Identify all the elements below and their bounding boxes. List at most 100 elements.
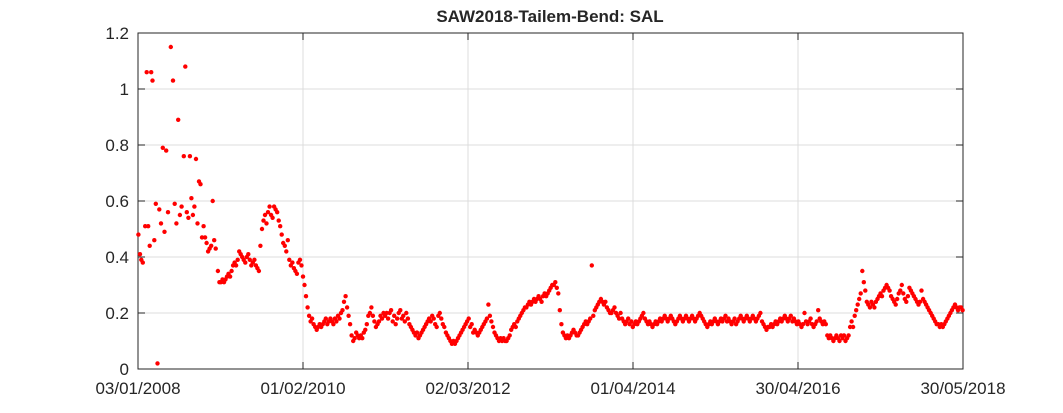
data-point [262, 212, 268, 218]
data-point [439, 316, 444, 321]
data-point [152, 238, 157, 243]
data-point [486, 302, 491, 307]
data-point [243, 260, 248, 265]
data-point [199, 235, 205, 240]
data-point [198, 182, 203, 187]
data-point [165, 210, 171, 215]
data-point [800, 322, 806, 327]
x-tick-label: 02/03/2012 [425, 379, 510, 398]
data-point [306, 313, 312, 318]
data-point [150, 78, 155, 83]
x-tick-label: 30/04/2016 [755, 379, 840, 398]
y-tick-label: 0.4 [105, 248, 129, 267]
data-point [276, 218, 281, 223]
data-point [723, 313, 728, 318]
data-point [390, 319, 395, 324]
data-point [629, 319, 634, 324]
y-tick-label: 0.6 [105, 192, 129, 211]
data-point [893, 302, 898, 307]
data-point [434, 324, 439, 330]
data-point [258, 243, 263, 248]
data-point [189, 196, 194, 201]
data-point [905, 294, 911, 299]
data-point [401, 313, 406, 318]
data-point [823, 322, 828, 327]
data-point [309, 316, 315, 321]
data-point [360, 336, 365, 341]
data-point [176, 117, 181, 123]
data-point [901, 291, 906, 296]
data-point [337, 316, 342, 321]
data-point [247, 257, 252, 262]
data-point [183, 64, 188, 69]
data-point [860, 268, 865, 274]
data-point [816, 308, 821, 313]
data-point [841, 333, 847, 338]
data-point [331, 322, 336, 327]
data-point [202, 235, 208, 240]
data-point [557, 308, 562, 313]
data-point [369, 305, 374, 310]
x-axis-ticks: 03/01/2008 01/02/2010 02/03/2012 01/04/2014… [95, 33, 1006, 398]
data-point [428, 319, 433, 324]
y-tick-label: 1.2 [105, 24, 129, 43]
data-point [858, 291, 863, 296]
data-point [603, 299, 608, 304]
data-point [303, 294, 309, 299]
y-tick-label: 1 [120, 80, 129, 99]
data-point [267, 204, 272, 209]
data-point [229, 268, 234, 274]
data-point [340, 308, 345, 313]
data-point [144, 70, 149, 75]
data-point [193, 156, 199, 162]
data-point [379, 316, 385, 321]
data-point [149, 70, 154, 75]
data-point [539, 299, 544, 304]
data-point [302, 282, 307, 288]
data-point [323, 316, 328, 321]
data-point [872, 305, 877, 310]
data-point [484, 316, 490, 321]
data-point [490, 324, 496, 330]
data-point [181, 154, 186, 159]
data-point [343, 294, 348, 299]
y-axis-ticks: 0 0.2 0.4 0.6 0.8 1 1.2 [105, 24, 963, 379]
data-point [174, 221, 179, 226]
data-point [861, 280, 866, 285]
data-point [300, 274, 306, 279]
data-point [852, 313, 857, 318]
data-point [172, 201, 177, 206]
data-point [233, 263, 239, 268]
data-point [212, 238, 217, 243]
data-point [556, 291, 561, 296]
data-point [294, 271, 300, 276]
data-point [808, 316, 813, 321]
x-tick-label: 01/02/2010 [260, 379, 345, 398]
x-tick-label: 01/04/2014 [590, 379, 675, 398]
data-point [261, 218, 266, 223]
data-point [259, 226, 265, 232]
data-point [346, 313, 351, 318]
data-point [388, 308, 394, 313]
data-point [612, 305, 617, 310]
data-point [264, 221, 269, 226]
data-point [147, 243, 152, 248]
data-point [414, 330, 420, 335]
data-point [487, 313, 493, 318]
data-point [297, 257, 303, 262]
data-point [431, 316, 436, 321]
data-point [392, 313, 397, 318]
data-point [168, 44, 173, 50]
data-point [334, 319, 339, 324]
data-point [385, 316, 391, 321]
data-point [177, 212, 183, 218]
data-point [157, 207, 162, 212]
data-point [588, 316, 593, 321]
data-point [732, 316, 737, 321]
data-point [210, 198, 215, 204]
data-point [513, 324, 518, 330]
data-point [290, 260, 295, 265]
data-point [895, 296, 900, 302]
data-point [192, 204, 197, 209]
